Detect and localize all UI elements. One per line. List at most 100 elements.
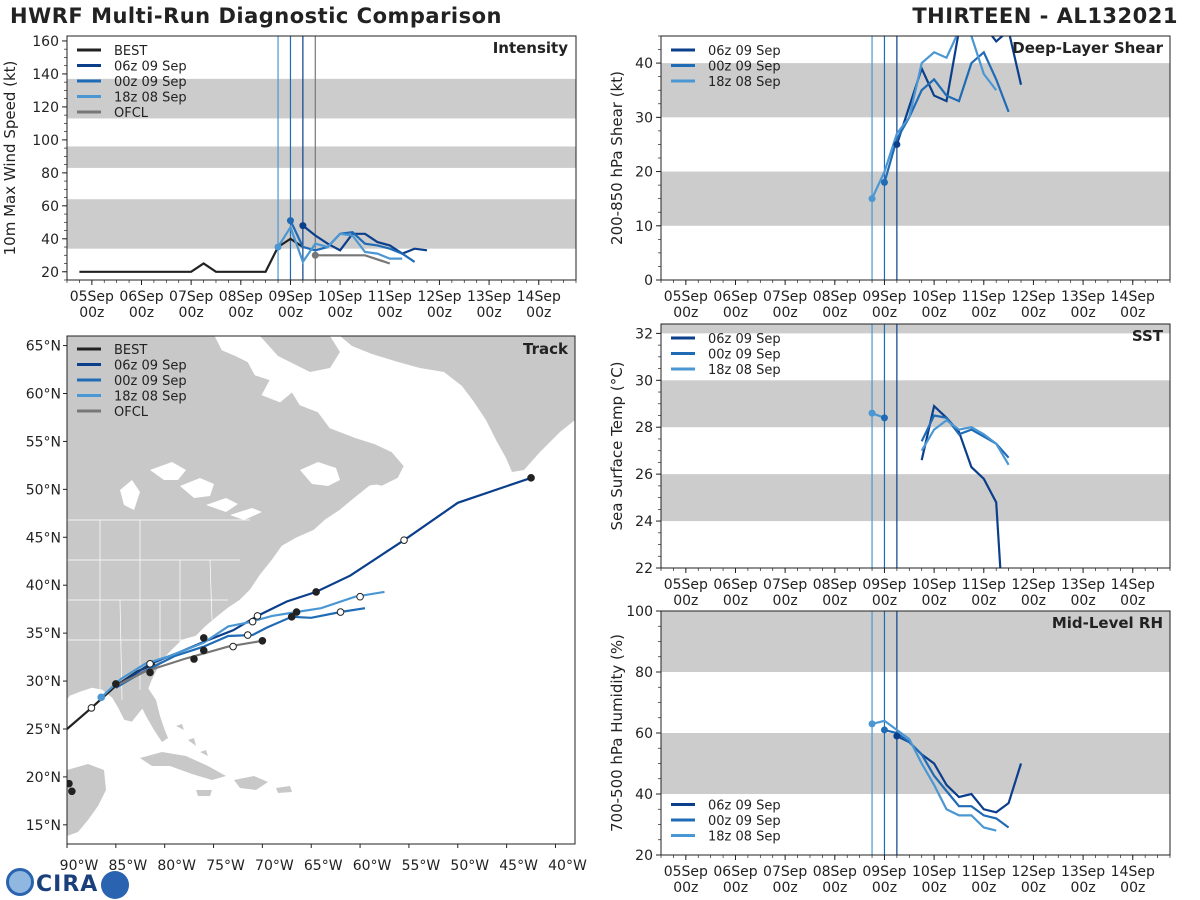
rh-xtick-label-3: 08Sep 00z	[813, 864, 857, 896]
track-lat-label-9: 60°N	[26, 387, 61, 403]
intensity-ytick-label-0: 20	[41, 265, 59, 281]
track-panel: 15°N 20°N 25°N 30°N 35°N 40°N 45°N 50°N 55°N 60°N…	[26, 335, 587, 874]
sst-band-2	[661, 324, 1170, 334]
intensity-marker-1	[299, 222, 307, 230]
rh-xtick-label-6: 11Sep 00z	[962, 864, 1006, 896]
rh-ytick-label-2: 60	[635, 726, 653, 742]
rh-xtick-label-4: 09Sep 00z	[862, 864, 906, 896]
sst-ytick-label-3: 28	[635, 420, 653, 436]
sst-xtick-label-6: 11Sep 00z	[962, 577, 1006, 609]
shear-marker-2	[893, 140, 901, 148]
rh-marker-1	[880, 726, 888, 734]
shear-xtick-label-9: 14Sep 00z	[1111, 289, 1155, 321]
rh-ytick-label-0: 20	[635, 848, 653, 864]
intensity-xtick-label-8: 13Sep 00z	[467, 289, 511, 321]
sst-xtick-label-8: 13Sep 00z	[1061, 577, 1105, 609]
shear-ytick-label-4: 40	[635, 56, 653, 72]
rh-xtick-label-7: 12Sep 00z	[1011, 864, 1055, 896]
track-point-2	[146, 660, 154, 668]
shear-xtick-label-8: 13Sep 00z	[1061, 289, 1105, 321]
intensity-series-ofcl-4	[315, 254, 391, 265]
sst-legend-label-18z-08-sep: 18z 08 Sep	[708, 363, 781, 378]
shear-ytick-label-2: 20	[635, 165, 653, 181]
track-line-ofcl	[115, 639, 263, 687]
intensity-ytick-label-2: 60	[41, 199, 59, 215]
track-point-16	[356, 592, 364, 601]
rh-ytick-label-3: 80	[635, 665, 653, 681]
globe-icon	[6, 868, 34, 896]
intensity-band-1	[67, 146, 576, 168]
track-lat-label-1: 20°N	[26, 770, 61, 786]
track-lat-label-0: 15°N	[26, 818, 61, 834]
track-legend-label-18z-08-sep: 18z 08 Sep	[114, 390, 187, 405]
rh-xtick-label-1: 06Sep 00z	[713, 864, 757, 896]
shear-legend-label-00z-09-sep: 00z 09 Sep	[708, 60, 781, 75]
storm-id: THIRTEEN - AL132021	[912, 4, 1178, 28]
intensity-xtick-label-6: 11Sep 00z	[368, 289, 412, 321]
shear-xtick-label-7: 12Sep 00z	[1011, 289, 1055, 321]
intensity-ytick-label-3: 80	[41, 166, 59, 182]
rh-band-1	[661, 611, 1170, 672]
rh-ytick-label-1: 40	[635, 787, 653, 803]
track-lat-label-7: 50°N	[26, 482, 61, 498]
rh-marker-2	[893, 732, 901, 740]
sst-ylabel: Sea Surface Temp (°C)	[608, 361, 626, 530]
track-lon-label-10: 40°W	[548, 858, 587, 874]
track-point-17	[400, 536, 408, 544]
sst-band-0	[661, 474, 1170, 522]
shear-xtick-label-4: 09Sep 00z	[862, 289, 906, 321]
track-point-8	[253, 612, 262, 620]
track-lon-label-1: 85°W	[109, 858, 148, 874]
sst-xtick-label-9: 14Sep 00z	[1111, 577, 1155, 609]
track-lat-label-4: 35°N	[26, 626, 61, 642]
track-point-10	[229, 642, 237, 651]
bahamas-land	[176, 724, 208, 756]
track-point-6	[190, 655, 198, 663]
newfoundland-land	[352, 452, 390, 486]
track-lat-label-2: 25°N	[26, 722, 61, 738]
intensity-xtick-label-5: 10Sep 00z	[318, 289, 362, 321]
shear-xtick-label-6: 11Sep 00z	[962, 289, 1006, 321]
track-lon-label-8: 50°W	[450, 858, 489, 874]
track-point-19	[97, 693, 105, 702]
sst-ytick-label-2: 26	[635, 467, 653, 483]
rh-title: Mid-Level RH	[1052, 614, 1163, 632]
track-point-20	[67, 779, 73, 788]
shear-legend-label-06z-09-sep: 06z 09 Sep	[708, 44, 781, 59]
intensity-marker-0	[286, 217, 294, 225]
shear-band-0	[661, 171, 1170, 226]
intensity-legend-label-06z-09-sep: 06z 09 Sep	[114, 60, 187, 75]
shear-ytick-label-0: 0	[644, 273, 653, 289]
jamaica-land	[196, 790, 212, 796]
intensity-xtick-label-7: 12Sep 00z	[417, 289, 461, 321]
intensity-ytick-label-6: 140	[32, 67, 59, 83]
map-land	[67, 336, 575, 836]
track-legend-label-06z-09-sep: 06z 09 Sep	[114, 359, 187, 374]
track-point-5	[199, 634, 208, 642]
rh-marker-0	[868, 720, 876, 728]
hispaniola-land	[234, 776, 268, 790]
sst-title: SST	[1132, 327, 1164, 345]
shear-series-18z-08-sep-2	[871, 36, 998, 200]
track-lon-label-9: 45°W	[499, 858, 538, 874]
intensity-series-18z-08-sep-3	[277, 224, 403, 265]
sst-series-18z-08-sep-3	[920, 418, 1010, 466]
sst-marker-1	[880, 414, 888, 422]
cira-logo: CIRA	[6, 868, 130, 899]
intensity-title: Intensity	[493, 39, 569, 57]
track-point-11	[258, 637, 267, 645]
rh-xtick-label-0: 05Sep 00z	[664, 864, 708, 896]
baffin-land	[260, 336, 340, 372]
great-lakes	[120, 462, 262, 520]
state-borders	[67, 519, 250, 701]
shear-ytick-label-3: 30	[635, 110, 653, 126]
track-lon-label-6: 60°W	[353, 858, 392, 874]
track-lon-label-7: 55°W	[402, 858, 441, 874]
track-point-13	[292, 608, 301, 616]
shear-xtick-label-3: 08Sep 00z	[813, 289, 857, 321]
yucatan-land	[67, 764, 106, 836]
